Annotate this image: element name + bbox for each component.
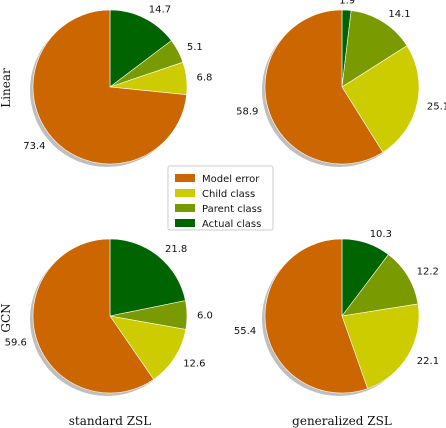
legend-swatch-model-error bbox=[175, 174, 195, 182]
legend-label-parent-class: Parent class bbox=[202, 204, 262, 215]
pie-charts: 14.7 5.1 6.8 73.4 1.9 14.1 25.1 58.9 21.8 6.0 12.6… bbox=[5, 0, 446, 396]
column-label-generalized-zsl: generalized ZSL bbox=[292, 414, 392, 428]
pie-value-label-child-class: 22.1 bbox=[417, 356, 439, 367]
legend-swatch-child-class bbox=[175, 189, 195, 197]
pie-slice-parent-class bbox=[341, 254, 419, 317]
pie-value-label-model-error: 55.4 bbox=[234, 326, 256, 337]
pie-slice-child-class bbox=[341, 45, 420, 153]
column-label-standard-zsl: standard ZSL bbox=[69, 414, 151, 428]
row-label-gcn: GCN bbox=[0, 303, 13, 332]
pie-slice-actual-class bbox=[109, 9, 172, 88]
pie-value-label-parent-class: 5.1 bbox=[187, 42, 203, 53]
pie-value-label-parent-class: 14.1 bbox=[388, 9, 410, 20]
pie-value-label-actual-class: 1.9 bbox=[339, 0, 355, 7]
legend-swatch-parent-class bbox=[175, 204, 195, 212]
pie-slice-model-error bbox=[32, 238, 155, 394]
pie-slice-child-class bbox=[341, 303, 420, 389]
legend-swatch-actual-class bbox=[175, 219, 195, 227]
pie-linear-generalized-zsl: 1.9 14.1 25.1 58.9 bbox=[236, 0, 446, 167]
pie-value-label-parent-class: 12.2 bbox=[417, 267, 439, 278]
pie-slice-parent-class bbox=[341, 10, 408, 88]
pie-gcn-standard-zsl: 21.8 6.0 12.6 59.6 bbox=[5, 238, 213, 396]
pie-value-label-model-error: 59.6 bbox=[5, 337, 27, 348]
pie-value-label-child-class: 25.1 bbox=[427, 102, 446, 113]
pie-slice-model-error bbox=[264, 9, 384, 165]
pie-gcn-generalized-zsl: 10.3 12.2 22.1 55.4 bbox=[234, 229, 439, 396]
pie-value-label-model-error: 73.4 bbox=[23, 141, 45, 152]
pie-value-label-parent-class: 6.0 bbox=[197, 310, 213, 321]
pie-value-label-actual-class: 21.8 bbox=[165, 244, 187, 255]
legend-label-child-class: Child class bbox=[202, 189, 255, 200]
legend-label-model-error: Model error bbox=[202, 174, 260, 185]
pie-slice-model-error bbox=[32, 9, 187, 165]
pie-value-label-model-error: 58.9 bbox=[236, 107, 258, 118]
row-label-linear: Linear bbox=[0, 68, 13, 108]
pie-value-label-child-class: 6.8 bbox=[197, 73, 213, 84]
legend-entries: Model error Child class Parent class Actual… bbox=[175, 174, 262, 230]
legend-label-actual-class: Actual class bbox=[202, 219, 261, 230]
pie-slice-actual-class bbox=[109, 238, 186, 317]
pie-slice-child-class bbox=[109, 315, 187, 380]
pie-value-label-actual-class: 10.3 bbox=[370, 229, 392, 240]
legend: Model error Child class Parent class Actual… bbox=[167, 165, 274, 231]
pie-slice-model-error bbox=[264, 238, 369, 394]
pie-value-label-child-class: 12.6 bbox=[183, 359, 205, 370]
pie-linear-standard-zsl: 14.7 5.1 6.8 73.4 bbox=[23, 5, 212, 167]
pie-value-label-actual-class: 14.7 bbox=[149, 5, 171, 16]
